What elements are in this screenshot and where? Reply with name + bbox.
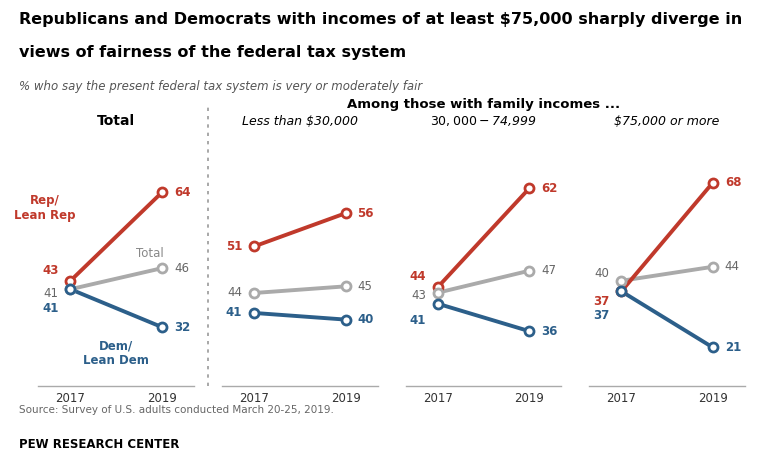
Text: 68: 68 <box>725 176 741 189</box>
Text: Total: Total <box>137 247 164 260</box>
Text: 47: 47 <box>541 264 556 277</box>
Text: 44: 44 <box>725 260 740 273</box>
Text: 37: 37 <box>593 295 610 308</box>
Text: 62: 62 <box>541 182 558 195</box>
Text: 41: 41 <box>42 302 58 314</box>
Text: 44: 44 <box>409 270 425 283</box>
Text: 64: 64 <box>174 186 190 199</box>
Text: 56: 56 <box>358 207 374 219</box>
Text: 45: 45 <box>358 280 372 293</box>
Text: 46: 46 <box>174 262 189 275</box>
Text: 40: 40 <box>358 313 374 326</box>
Text: 41: 41 <box>409 314 425 327</box>
Text: 51: 51 <box>226 240 242 253</box>
Title: Total: Total <box>98 114 135 128</box>
Title: $30,000-$74,999: $30,000-$74,999 <box>430 114 537 128</box>
Text: Among those with family incomes ...: Among those with family incomes ... <box>347 98 620 111</box>
Text: 37: 37 <box>593 309 610 322</box>
Text: 43: 43 <box>411 289 425 302</box>
Text: 41: 41 <box>226 307 242 320</box>
Text: 36: 36 <box>541 325 558 337</box>
Text: 44: 44 <box>227 286 242 300</box>
Title: Less than $30,000: Less than $30,000 <box>242 115 358 128</box>
Text: 43: 43 <box>42 264 58 277</box>
Text: % who say the present federal tax system is very or moderately fair: % who say the present federal tax system… <box>19 80 422 93</box>
Text: PEW RESEARCH CENTER: PEW RESEARCH CENTER <box>19 438 180 451</box>
Text: 41: 41 <box>44 287 58 300</box>
Text: Dem/
Lean Dem: Dem/ Lean Dem <box>83 340 149 367</box>
Text: 40: 40 <box>594 267 610 280</box>
Text: 32: 32 <box>174 321 190 334</box>
Text: views of fairness of the federal tax system: views of fairness of the federal tax sys… <box>19 45 406 60</box>
Title: $75,000 or more: $75,000 or more <box>614 115 720 128</box>
Text: Source: Survey of U.S. adults conducted March 20-25, 2019.: Source: Survey of U.S. adults conducted … <box>19 405 334 415</box>
Text: Rep/
Lean Rep: Rep/ Lean Rep <box>14 194 75 222</box>
Text: 21: 21 <box>725 341 741 354</box>
Text: Republicans and Democrats with incomes of at least $75,000 sharply diverge in: Republicans and Democrats with incomes o… <box>19 12 743 27</box>
